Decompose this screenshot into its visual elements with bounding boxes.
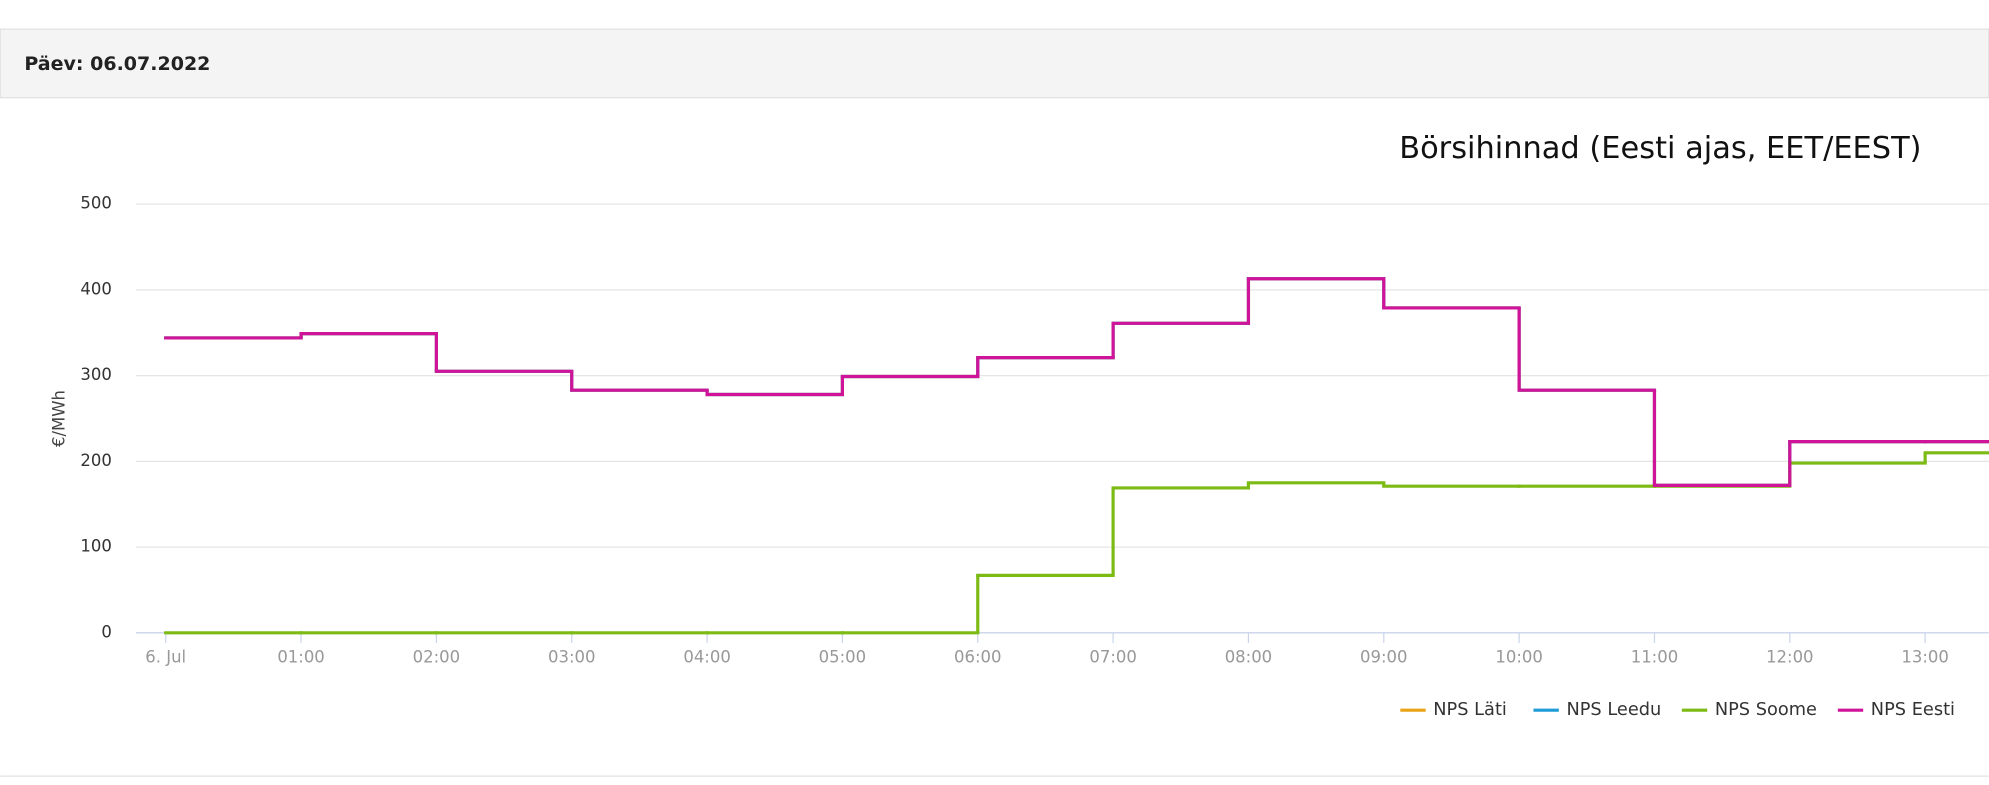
legend-label[interactable]: NPS Läti [1433,700,1507,720]
header-bar [0,28,1989,99]
x-tick-label: 03:00 [548,648,595,667]
x-tick-label: 11:00 [1631,648,1678,667]
x-tick-label: 06:00 [954,648,1001,667]
chart-title: Börsihinnad (Eesti ajas, EET/EEST) [1399,131,1921,166]
y-tick-label: 100 [80,537,111,556]
x-tick-label: 09:00 [1360,648,1407,667]
legend-label[interactable]: NPS Soome [1715,700,1817,720]
y-tick-label: 300 [80,365,111,384]
x-tick-label: 10:00 [1495,648,1542,667]
y-tick-label: 500 [80,194,111,213]
x-tick-label: 08:00 [1225,648,1272,667]
y-tick-label: 0 [101,622,111,641]
legend-label[interactable]: NPS Leedu [1566,700,1661,720]
x-tick-label: 6. Jul [145,648,186,667]
legend-label[interactable]: NPS Eesti [1871,700,1955,720]
y-tick-label: 400 [80,279,111,298]
x-tick-label: 13:00 [1901,648,1948,667]
x-tick-label: 01:00 [277,648,324,667]
y-axis-label: €/MWh [49,390,68,447]
x-tick-label: 12:00 [1766,648,1813,667]
x-tick-label: 07:00 [1089,648,1136,667]
x-tick-label: 05:00 [819,648,866,667]
header-title: Päev: 06.07.2022 [24,53,210,75]
x-tick-label: 04:00 [683,648,730,667]
y-tick-label: 200 [80,451,111,470]
x-tick-label: 02:00 [413,648,460,667]
